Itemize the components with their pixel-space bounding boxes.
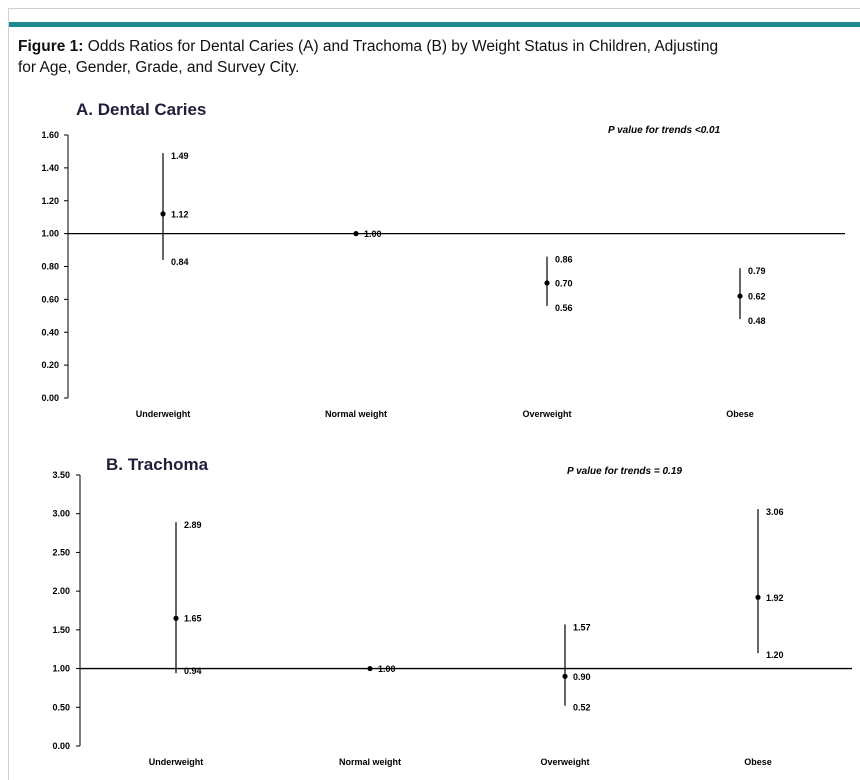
chart-a-category-label: Overweight — [522, 409, 571, 419]
chart-b-upper-label: 1.57 — [573, 622, 591, 632]
chart-a-category-label: Normal weight — [325, 409, 387, 419]
chart-a-lower-label: 0.84 — [171, 257, 189, 267]
caption-line-1: Figure 1: Odds Ratios for Dental Caries … — [18, 36, 860, 57]
chart-b-lower-label: 0.52 — [573, 703, 591, 713]
figure-frame — [8, 8, 860, 780]
chart-b-y-tick-label: 0.00 — [52, 741, 70, 751]
chart-a-point — [544, 280, 550, 286]
accent-bar — [9, 22, 860, 27]
chart-b-or-label: 0.90 — [573, 672, 591, 682]
chart-a-y-tick-label: 1.40 — [41, 163, 59, 173]
chart-b-category-label: Overweight — [540, 757, 589, 767]
chart-b-category-label: Obese — [744, 757, 772, 767]
caption-text-1: Odds Ratios for Dental Caries (A) and Tr… — [87, 38, 719, 55]
chart-b-point — [367, 665, 373, 672]
chart-a-or-label: 0.62 — [748, 292, 766, 302]
chart-b-or-label: 1.92 — [766, 593, 784, 603]
caption-label: Figure 1: — [18, 38, 84, 55]
chart-b-y-tick-label: 1.00 — [52, 664, 70, 674]
chart-a-point — [160, 211, 166, 217]
chart-a-title: A. Dental Caries — [76, 100, 206, 119]
chart-a-category-label: Underweight — [136, 409, 191, 419]
chart-b-lower-label: 1.20 — [766, 650, 784, 660]
chart-b-y-tick-label: 3.50 — [52, 470, 70, 480]
chart-a-trend-annotation: P value for trends <0.01 — [608, 125, 721, 136]
chart-b-point — [755, 594, 761, 600]
chart-b-y-tick-label: 0.50 — [52, 702, 70, 712]
chart-b-title: B. Trachoma — [106, 455, 209, 474]
caption-text-2: for Age, Gender, Grade, and Survey City. — [18, 59, 300, 76]
figure-caption: Figure 1: Odds Ratios for Dental Caries … — [18, 36, 860, 78]
chart-b-category-label: Normal weight — [339, 757, 401, 767]
chart-b-point — [562, 673, 568, 679]
chart-a-point — [737, 293, 743, 299]
chart-b-category-label: Underweight — [149, 757, 204, 767]
chart-a-lower-label: 0.56 — [555, 303, 573, 313]
chart-a-or-label: 1.00 — [364, 229, 382, 239]
chart-b-point — [173, 615, 179, 621]
chart-b-trend-annotation: P value for trends = 0.19 — [567, 466, 682, 477]
chart-b-y-tick-label: 2.50 — [52, 547, 70, 557]
chart-b-lower-label: 0.94 — [184, 666, 202, 676]
chart-a-or-label: 1.12 — [171, 209, 189, 219]
chart-a-upper-label: 0.79 — [748, 266, 766, 276]
chart-b-upper-label: 2.89 — [184, 520, 202, 530]
chart-b-y-tick-label: 3.00 — [52, 509, 70, 519]
chart-b-y-tick-label: 2.00 — [52, 586, 70, 596]
chart-a-y-tick-label: 1.20 — [41, 196, 59, 206]
chart-a-or-label: 0.70 — [555, 278, 573, 288]
chart-b-or-label: 1.65 — [184, 614, 202, 624]
chart-a-y-tick-label: 1.60 — [41, 130, 59, 140]
chart-a-upper-label: 1.49 — [171, 151, 189, 161]
chart-b-or-label: 1.00 — [378, 664, 396, 674]
chart-a-y-tick-label: 0.60 — [41, 294, 59, 304]
chart-a-upper-label: 0.86 — [555, 255, 573, 265]
chart-a-y-tick-label: 1.00 — [41, 229, 59, 239]
chart-a-y-tick-label: 0.00 — [41, 393, 59, 403]
chart-a-y-tick-label: 0.40 — [41, 327, 59, 337]
chart-a-y-tick-label: 0.20 — [41, 360, 59, 370]
chart-a-point — [353, 231, 359, 237]
chart-a-category-label: Obese — [726, 409, 754, 419]
chart-a-y-tick-label: 0.80 — [41, 262, 59, 272]
chart-a-lower-label: 0.48 — [748, 316, 766, 326]
chart-b-y-tick-label: 1.50 — [52, 625, 70, 635]
chart-b-upper-label: 3.06 — [766, 507, 784, 517]
